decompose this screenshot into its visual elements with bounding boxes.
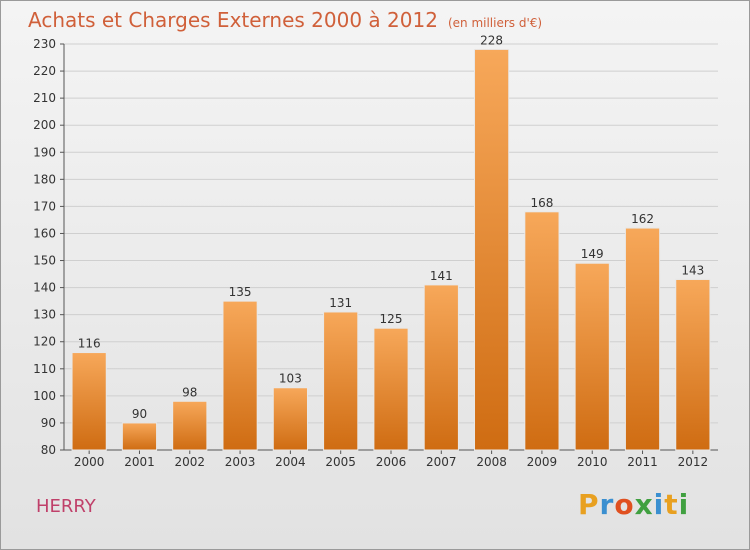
- data-label-2006: 125: [380, 312, 403, 326]
- bar-2011[interactable]: [624, 227, 661, 451]
- x-tick-label-2001: 2001: [124, 455, 155, 469]
- x-tick-label-2011: 2011: [627, 455, 658, 469]
- y-tick-label-200: 200: [33, 118, 56, 132]
- y-tick-label-90: 90: [41, 416, 56, 430]
- y-tick-label-120: 120: [33, 335, 56, 349]
- y-tick-label-80: 80: [41, 443, 56, 457]
- data-label-2011: 162: [631, 212, 654, 226]
- chart-title-text: Achats et Charges Externes 2000 à 2012: [28, 8, 438, 32]
- y-tick-label-220: 220: [33, 64, 56, 78]
- chart-title: Achats et Charges Externes 2000 à 2012 (e…: [28, 8, 542, 32]
- data-label-2008: 228: [480, 33, 503, 47]
- data-label-2004: 103: [279, 372, 302, 386]
- bar-2007[interactable]: [423, 284, 459, 451]
- bar-2000[interactable]: [71, 352, 107, 451]
- chart-subtitle: (en milliers d'€): [447, 16, 543, 30]
- bar-2009[interactable]: [524, 211, 560, 451]
- y-tick-label-180: 180: [33, 172, 56, 186]
- bar-2001[interactable]: [121, 422, 158, 451]
- bar-2012[interactable]: [675, 278, 711, 451]
- y-tick-label-130: 130: [33, 308, 56, 322]
- bar-2008[interactable]: [474, 48, 510, 451]
- data-label-2000: 116: [78, 337, 101, 351]
- y-tick-label-150: 150: [33, 254, 56, 268]
- y-tick-label-170: 170: [33, 199, 56, 213]
- data-label-2007: 141: [430, 269, 453, 283]
- bar-2005[interactable]: [323, 311, 359, 451]
- x-tick-label-2005: 2005: [325, 455, 356, 469]
- y-tick-label-230: 230: [33, 37, 56, 51]
- x-tick-label-2004: 2004: [275, 455, 306, 469]
- y-tick-label-210: 210: [33, 91, 56, 105]
- bar-layer: [71, 48, 711, 451]
- y-tick-label-160: 160: [33, 226, 56, 240]
- bar-2003[interactable]: [222, 300, 258, 451]
- bar-2002[interactable]: [172, 400, 208, 451]
- data-label-2005: 131: [329, 296, 352, 310]
- x-tick-label-2003: 2003: [225, 455, 256, 469]
- location-label: HERRY: [36, 496, 96, 517]
- bar-2010[interactable]: [574, 262, 610, 451]
- x-tick-label-2006: 2006: [376, 455, 407, 469]
- x-tick-label-2008: 2008: [476, 455, 507, 469]
- proxiti-logo[interactable]: Proxiti: [578, 488, 690, 521]
- data-label-2012: 143: [681, 263, 704, 277]
- data-label-2002: 98: [182, 385, 197, 399]
- x-tick-label-2012: 2012: [678, 455, 709, 469]
- data-label-2003: 135: [229, 285, 252, 299]
- data-label-2009: 168: [530, 196, 553, 210]
- x-tick-label-2002: 2002: [174, 455, 205, 469]
- y-tick-label-110: 110: [33, 362, 56, 376]
- x-tick-label-2010: 2010: [577, 455, 608, 469]
- data-label-2010: 149: [581, 247, 604, 261]
- data-label-2001: 90: [132, 407, 147, 421]
- y-tick-label-100: 100: [33, 389, 56, 403]
- x-tick-label-2000: 2000: [74, 455, 105, 469]
- label-layer: 2000 116 2001 90 2002 98 2003 135 2004 103 2005 131…: [74, 33, 708, 469]
- bar-2004[interactable]: [272, 387, 308, 451]
- x-tick-label-2007: 2007: [426, 455, 457, 469]
- y-tick-label-140: 140: [33, 281, 56, 295]
- x-tick-label-2009: 2009: [527, 455, 558, 469]
- bar-2006[interactable]: [373, 327, 409, 451]
- y-tick-label-190: 190: [33, 145, 56, 159]
